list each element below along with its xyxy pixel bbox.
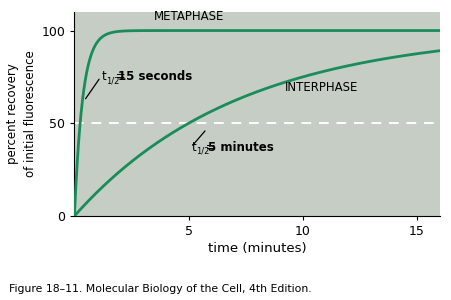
Text: =: = — [112, 70, 129, 83]
X-axis label: time (minutes): time (minutes) — [208, 242, 306, 255]
Text: 15 seconds: 15 seconds — [118, 70, 192, 83]
Text: t: t — [102, 70, 106, 83]
Y-axis label: percent recovery
of initial fluorescence: percent recovery of initial fluorescence — [6, 51, 37, 177]
Text: INTERPHASE: INTERPHASE — [285, 81, 358, 94]
Text: 1/2: 1/2 — [196, 147, 209, 156]
Text: =: = — [202, 141, 220, 154]
Text: Figure 18–11. Molecular Biology of the Cell, 4th Edition.: Figure 18–11. Molecular Biology of the C… — [9, 284, 312, 294]
Text: 5 minutes: 5 minutes — [208, 141, 274, 154]
Text: t: t — [192, 141, 197, 154]
Text: 1/2: 1/2 — [106, 76, 120, 85]
Text: METAPHASE: METAPHASE — [154, 10, 225, 23]
